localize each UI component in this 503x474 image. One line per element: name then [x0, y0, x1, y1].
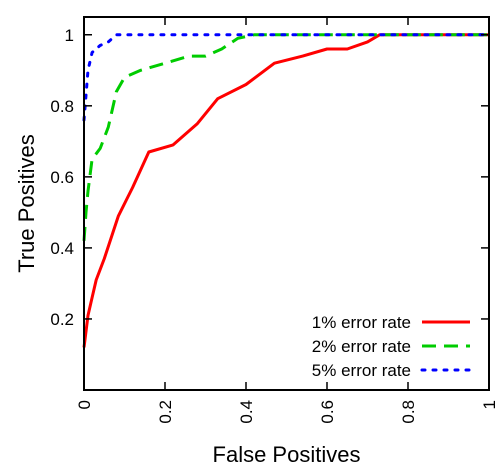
plot-frame — [83, 16, 490, 391]
axis-ticks-layer: 0 0.2 0.4 0.6 0.8 1 0.2 0.4 0.6 0.8 1 — [50, 17, 499, 424]
x-tick-label: 0 — [75, 400, 94, 409]
x-tick-label: 0.6 — [318, 400, 337, 424]
series-lines-layer — [82, 33, 491, 348]
y-tick-label: 0.6 — [50, 168, 74, 187]
series-line-3 — [82, 33, 491, 122]
series-line-2 — [82, 33, 489, 241]
x-axis-title: False Positives — [213, 442, 361, 467]
x-tick-label: 0.2 — [156, 400, 175, 424]
y-tick-label: 0.4 — [50, 239, 74, 258]
y-tick-label: 0.2 — [50, 310, 74, 329]
legend-label-2: 2% error rate — [312, 337, 411, 356]
y-tick-label: 0.8 — [50, 97, 74, 116]
x-tick-label: 0.4 — [237, 400, 256, 424]
legend-label-3: 5% error rate — [312, 361, 411, 380]
y-tick-label: 1 — [65, 26, 74, 45]
x-tick-label: 1 — [480, 400, 499, 409]
y-axis-title: True Positives — [14, 134, 39, 273]
legend-label-1: 1% error rate — [312, 313, 411, 332]
legend: 1% error rate 2% error rate 5% error rate — [312, 313, 472, 380]
x-tick-label: 0.8 — [399, 400, 418, 424]
series-line-1 — [82, 33, 489, 348]
